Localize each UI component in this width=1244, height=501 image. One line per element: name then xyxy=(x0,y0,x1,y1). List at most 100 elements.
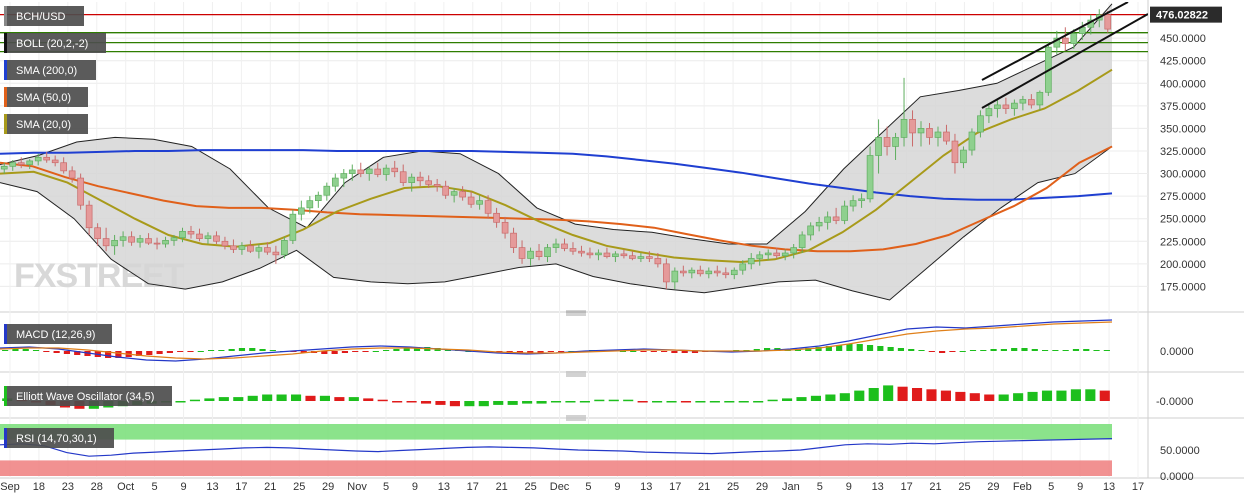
candle-body xyxy=(170,237,178,241)
candle-body xyxy=(467,196,475,205)
date-tick-label: 13 xyxy=(206,481,218,493)
candle-body xyxy=(586,252,594,256)
candle-body xyxy=(450,191,458,196)
date-tick-label: 5 xyxy=(152,481,158,493)
ewo-bar xyxy=(305,395,316,401)
ewo-bar xyxy=(623,399,634,402)
macd-histogram-bar xyxy=(825,346,832,351)
candle-body xyxy=(323,185,331,196)
date-tick-label: 17 xyxy=(900,481,912,493)
legend-label: SMA (200,0) xyxy=(16,65,77,77)
ewo-bar xyxy=(1099,390,1110,401)
date-tick-label: 17 xyxy=(235,481,247,493)
date-tick-label: 29 xyxy=(322,481,334,493)
candle-body xyxy=(561,243,568,249)
macd-histogram-bar xyxy=(2,350,9,351)
candle-body xyxy=(1036,91,1044,106)
legend-indicator[interactable]: SMA (20,0) xyxy=(4,114,88,134)
candle-body xyxy=(1061,37,1069,44)
ewo-bar xyxy=(189,399,201,402)
macd-panel xyxy=(0,319,1113,362)
ewo-bar xyxy=(796,397,807,401)
ewo-bar xyxy=(825,394,836,401)
macd-histogram-bar xyxy=(630,351,637,352)
legend-indicator[interactable]: SMA (200,0) xyxy=(4,60,96,80)
date-tick-label: 9 xyxy=(412,481,418,493)
ewo-bar xyxy=(175,401,186,403)
candle-body xyxy=(671,270,679,283)
date-tick-label: Feb xyxy=(1013,481,1032,493)
legend-accent xyxy=(4,428,7,448)
macd-histogram-bar xyxy=(928,351,935,352)
candle-body xyxy=(85,204,93,229)
candle-body xyxy=(408,176,416,183)
macd-histogram-bar xyxy=(980,350,987,351)
candle-body xyxy=(0,165,8,170)
legend-macd[interactable]: MACD (12,26,9) xyxy=(4,324,112,344)
ewo-bar xyxy=(377,399,388,402)
macd-histogram-bar xyxy=(1021,348,1028,351)
macd-histogram-bar xyxy=(74,351,81,355)
rsi-oversold-zone xyxy=(0,460,1112,476)
candle-body xyxy=(841,205,848,221)
candle-body xyxy=(1011,102,1018,109)
ewo-bar xyxy=(406,401,417,403)
candle-body xyxy=(722,272,730,276)
candle-body xyxy=(730,269,738,276)
candle-body xyxy=(179,230,186,239)
candle-body xyxy=(866,155,874,200)
ewo-bar xyxy=(1013,393,1024,401)
legend-rsi[interactable]: RSI (14,70,30,1) xyxy=(4,428,114,448)
macd-histogram-bar xyxy=(990,349,997,351)
ewo-bar xyxy=(579,401,590,403)
ewo-tick-label: -0.0000 xyxy=(1156,396,1193,408)
last-price-label: 476.02822 xyxy=(1156,10,1208,22)
candle-body xyxy=(994,104,1001,109)
candle-body xyxy=(162,240,169,245)
macd-histogram-bar xyxy=(681,351,688,353)
candle-body xyxy=(917,128,925,134)
macd-histogram-bar xyxy=(939,351,946,353)
legend-indicator[interactable]: BOLL (20,2,-2) xyxy=(4,33,106,53)
candle-body xyxy=(331,177,339,187)
legend-ewo[interactable]: Elliott Wave Oscillator (34,5) xyxy=(4,386,172,406)
ewo-bar xyxy=(276,394,287,401)
macd-histogram-bar xyxy=(1000,349,1007,351)
ewo-bar xyxy=(709,401,720,403)
macd-histogram-bar xyxy=(177,351,184,352)
date-tick-label: 13 xyxy=(872,481,884,493)
candle-body xyxy=(909,119,916,134)
candle-body xyxy=(807,225,814,236)
macd-histogram-bar xyxy=(1083,349,1090,351)
candle-body xyxy=(94,227,101,239)
macd-histogram-bar xyxy=(383,350,390,351)
candle-body xyxy=(272,251,280,256)
candle-body xyxy=(221,240,229,247)
candle-body xyxy=(196,233,203,239)
ewo-bar xyxy=(348,397,359,401)
ewo-bar xyxy=(680,401,692,403)
legend-accent xyxy=(4,87,7,107)
ewo-bar xyxy=(695,401,706,403)
candle-body xyxy=(603,252,611,257)
candle-body xyxy=(416,176,424,182)
candle-body xyxy=(1002,104,1010,109)
candle-body xyxy=(204,235,212,239)
price-tick-label: 250.0000 xyxy=(1160,214,1206,226)
candle-body xyxy=(213,235,220,242)
candle-body xyxy=(493,212,500,223)
ewo-bar xyxy=(969,393,980,401)
macd-histogram-bar xyxy=(527,351,534,353)
candle-body xyxy=(34,156,42,162)
price-tick-label: 275.0000 xyxy=(1160,191,1206,203)
candle-body xyxy=(705,270,713,275)
macd-histogram-bar xyxy=(1031,349,1038,351)
legend-indicator[interactable]: SMA (50,0) xyxy=(4,87,88,107)
candle-body xyxy=(476,200,483,205)
legend-layer: BCH/USD BOLL (20,2,-2) SMA (200,0) SMA (50,… xyxy=(4,6,172,448)
legend-symbol[interactable]: BCH/USD xyxy=(4,6,84,26)
axes-layer: 450.0000 425.0000 400.0000 375.0000 350.0000… xyxy=(0,6,1222,493)
ewo-bar xyxy=(955,391,966,401)
macd-histogram-bar xyxy=(393,349,400,351)
macd-histogram-bar xyxy=(856,344,863,351)
